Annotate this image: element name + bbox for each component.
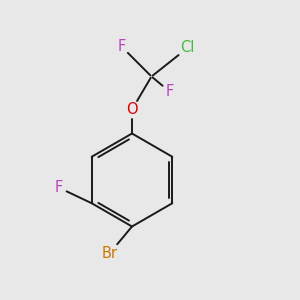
Text: F: F xyxy=(165,84,174,99)
Text: Br: Br xyxy=(101,246,118,261)
Text: Cl: Cl xyxy=(180,40,195,56)
Text: O: O xyxy=(126,102,138,117)
Text: F: F xyxy=(117,39,126,54)
Text: F: F xyxy=(54,180,63,195)
